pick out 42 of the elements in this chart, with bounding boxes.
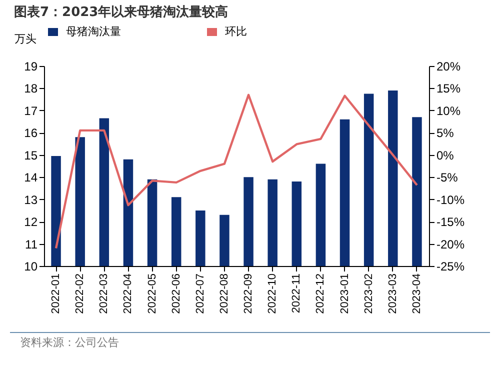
y-tick-label: 14 <box>24 170 38 185</box>
y2-tick-label: 5% <box>436 126 454 140</box>
x-tick-label: 2022-11 <box>290 274 303 314</box>
x-tick-label: 2022-08 <box>218 274 230 314</box>
y-tick-label: 17 <box>24 104 38 118</box>
y2-tick-label: -15% <box>436 215 465 230</box>
y2-tick-label: -25% <box>436 260 465 274</box>
y-tick-label: 18 <box>24 82 38 96</box>
x-tick-label: 2022-09 <box>242 274 255 314</box>
x-tick-label: 2022-05 <box>146 274 158 314</box>
y2-tick-label: 20% <box>436 60 461 74</box>
x-tick-label: 2022-12 <box>314 274 327 314</box>
y-axis-title: 万头 <box>14 32 36 46</box>
y-tick-label: 13 <box>24 192 38 207</box>
x-tick-label: 2023-02 <box>362 274 375 314</box>
legend-label: 环比 <box>225 25 247 38</box>
text: 资料来源：公司公告 <box>10 332 490 352</box>
x-tick-label: 2022-07 <box>194 274 206 314</box>
y2-tick-label: 10% <box>436 104 461 118</box>
y-tick-label: 12 <box>24 215 38 230</box>
legend-label: 母猪淘汰量 <box>66 25 121 38</box>
y-tick-label: 16 <box>24 126 38 140</box>
y-tick-label: 19 <box>24 60 38 74</box>
x-tick-label: 2023-04 <box>410 274 423 314</box>
x-tick-label: 2023-03 <box>386 274 399 314</box>
y2-tick-label: -5% <box>436 170 458 185</box>
x-tick-label: 2022-04 <box>122 274 134 314</box>
y-tick-label: 10 <box>24 260 38 274</box>
y2-tick-label: 15% <box>436 82 461 96</box>
x-tick-label: 2022-01 <box>50 274 62 314</box>
x-tick-label: 2022-06 <box>170 274 182 314</box>
y2-tick-label: 0% <box>436 148 454 162</box>
y-tick-label: 11 <box>25 237 38 252</box>
x-tick-label: 2022-03 <box>98 274 110 314</box>
y2-tick-label: -20% <box>436 237 465 252</box>
y-tick-label: 15 <box>24 148 38 162</box>
line-series <box>54 94 418 250</box>
chart-title: 图表7：2023年以来母猪淘汰量较高 <box>14 4 228 20</box>
x-tick-label: 2022-10 <box>266 274 279 314</box>
x-tick-label: 2022-02 <box>74 274 86 314</box>
x-tick-label: 2023-01 <box>338 274 351 314</box>
y2-tick-label: -10% <box>436 192 465 207</box>
